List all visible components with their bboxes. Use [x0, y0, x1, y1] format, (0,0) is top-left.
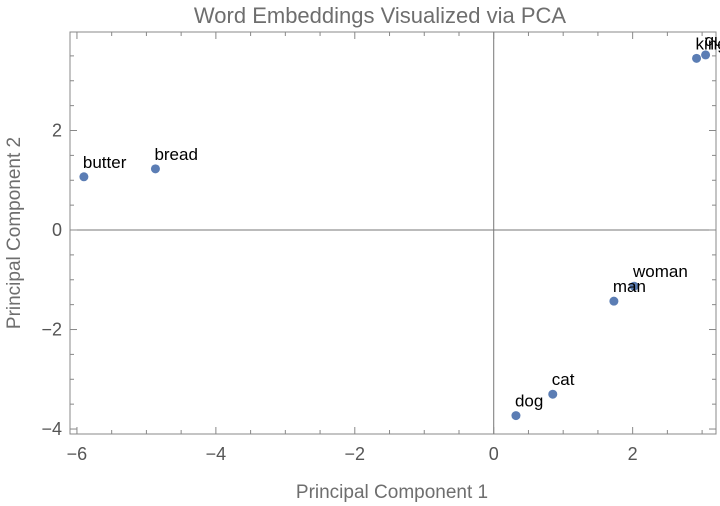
data-points: [79, 50, 711, 421]
data-label-queen: queen: [705, 31, 720, 50]
x-tick-label: −4: [206, 444, 227, 464]
x-tick-label: −2: [345, 444, 366, 464]
x-axis-label: Principal Component 1: [296, 482, 488, 503]
y-tick-label: 0: [52, 220, 62, 240]
data-label-dog: dog: [515, 392, 543, 411]
axis-tick-labels: −6 −4 −2 0 2−4−202: [41, 121, 637, 464]
data-label-woman: woman: [632, 262, 688, 281]
data-label-cat: cat: [552, 370, 575, 389]
data-point-king: [692, 53, 702, 63]
y-tick-label: −2: [41, 320, 62, 340]
data-label-bread: bread: [154, 145, 197, 164]
data-point-cat: [548, 389, 558, 399]
x-tick-label: −6: [67, 444, 88, 464]
data-point-bread: [150, 164, 160, 174]
y-tick-label: 2: [52, 121, 62, 141]
axis-ticks: [70, 32, 716, 434]
data-point-dog: [511, 411, 521, 421]
y-tick-label: −4: [41, 419, 62, 439]
data-point-man: [609, 296, 619, 306]
data-label-king: king: [696, 34, 720, 53]
y-axis-label: Principal Component 2: [4, 137, 25, 329]
x-tick-label: 2: [628, 444, 638, 464]
data-label-butter: butter: [83, 153, 127, 172]
data-label-man: man: [613, 277, 646, 296]
x-tick-label: 0: [489, 444, 499, 464]
plot-frame: [69, 31, 717, 435]
data-point-queen: [701, 50, 711, 60]
data-point-butter: [79, 172, 89, 182]
plot-area: −6 −4 −2 0 2−4−202 butter breaddogcatmanwoman…: [41, 31, 720, 464]
chart-title: Word Embeddings Visualized via PCA: [194, 3, 566, 28]
data-point-woman: [629, 281, 639, 291]
